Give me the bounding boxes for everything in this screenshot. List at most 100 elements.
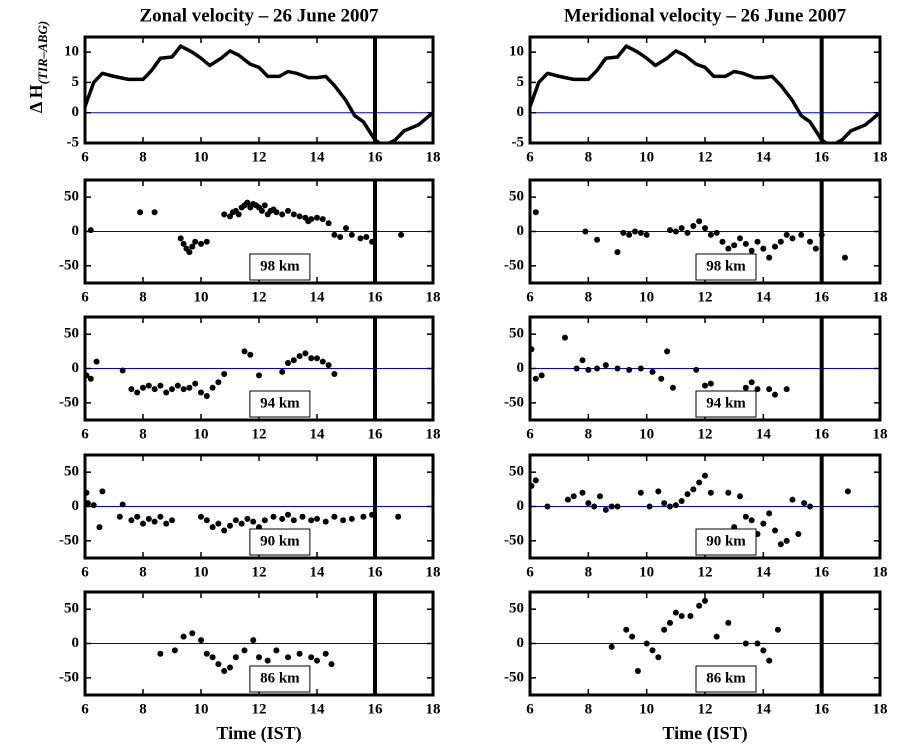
data-point [614,365,621,372]
data-point [760,647,767,654]
data-point [748,379,755,386]
data-point [760,520,767,527]
data-point [585,500,592,507]
data-point [189,243,196,250]
x-tick-label: 16 [368,149,384,165]
data-point [140,520,146,527]
data-point [585,366,592,373]
data-point [273,209,280,216]
data-point [772,527,778,534]
y-tick-label: 0 [517,104,525,120]
data-point [842,254,848,261]
data-point [655,488,662,495]
x-tick-label: 14 [756,426,772,442]
x-tick-label: 14 [310,426,326,442]
data-point [238,520,245,527]
x-tick-label: 6 [81,701,89,717]
data-point [290,211,297,218]
data-point [186,384,193,391]
annotation-box [249,253,311,281]
data-point [215,379,222,386]
data-point [180,240,187,247]
data-point [273,647,280,654]
data-point [632,228,638,235]
annotation-box [695,528,757,556]
data-point [235,211,242,218]
data-point [261,517,268,524]
x-tick-label: 10 [194,149,209,165]
x-tick-label: 6 [526,564,534,580]
y-tick-label: 50 [64,464,79,480]
annotation: 94 km [260,395,300,411]
x-tick-label: 18 [426,149,441,165]
data-point [209,384,216,391]
data-point [731,242,738,249]
data-point [702,225,708,232]
data-point [777,238,784,245]
data-point [198,240,204,247]
data-point [672,609,679,616]
data-point [748,517,755,524]
data-point [684,491,691,498]
data-point [270,513,277,520]
x-tick-label: 8 [139,149,147,165]
line-series [530,44,880,143]
data-point [96,524,103,531]
x-tick-label: 18 [426,564,441,580]
data-point [221,211,228,218]
data-point [209,654,216,661]
data-point [328,661,335,668]
x-tick-label: 8 [585,289,593,305]
data-point [227,522,233,529]
annotation-box [695,390,757,418]
data-point [707,489,714,496]
data-point [844,488,851,495]
data-point [169,517,175,524]
data-point [812,245,819,252]
data-point [626,231,633,238]
x-tick-label: 6 [81,289,89,305]
x-tick-label: 10 [639,149,654,165]
data-point [343,225,349,232]
data-point [134,513,141,520]
plot-area [85,592,433,695]
data-point [244,515,251,522]
y-tick-label: -5 [67,134,80,150]
x-tick-label: 12 [252,149,267,165]
data-point [137,209,144,216]
x-tick-label: 16 [814,149,830,165]
plot-area [530,37,880,143]
data-point [227,664,233,671]
data-point [395,513,402,520]
x-tick-label: 16 [814,701,830,717]
data-point [325,362,332,369]
data-point [285,511,291,518]
data-point [614,249,621,256]
data-point [308,216,315,223]
annotation: 94 km [706,395,746,411]
x-tick-label: 10 [639,289,654,305]
data-point [629,633,636,640]
data-point [667,503,673,510]
data-point [163,389,170,396]
data-point [602,506,609,513]
data-point [290,517,297,524]
data-point [189,630,196,637]
x-tick-label: 14 [310,289,326,305]
y-tick-label: -5 [512,134,525,150]
data-point [658,375,665,382]
data-point [198,513,204,520]
data-point [594,365,601,372]
data-point [296,213,303,220]
y-tick-label: 0 [72,360,80,376]
data-point [203,517,210,524]
axes-frame [83,35,435,145]
data-point [667,619,673,626]
data-point [737,493,743,500]
x-tick-label: 18 [873,289,888,305]
x-tick-label: 8 [139,564,147,580]
data-point [363,233,370,240]
data-point [285,360,291,367]
data-point [766,510,773,517]
data-point [250,637,257,644]
